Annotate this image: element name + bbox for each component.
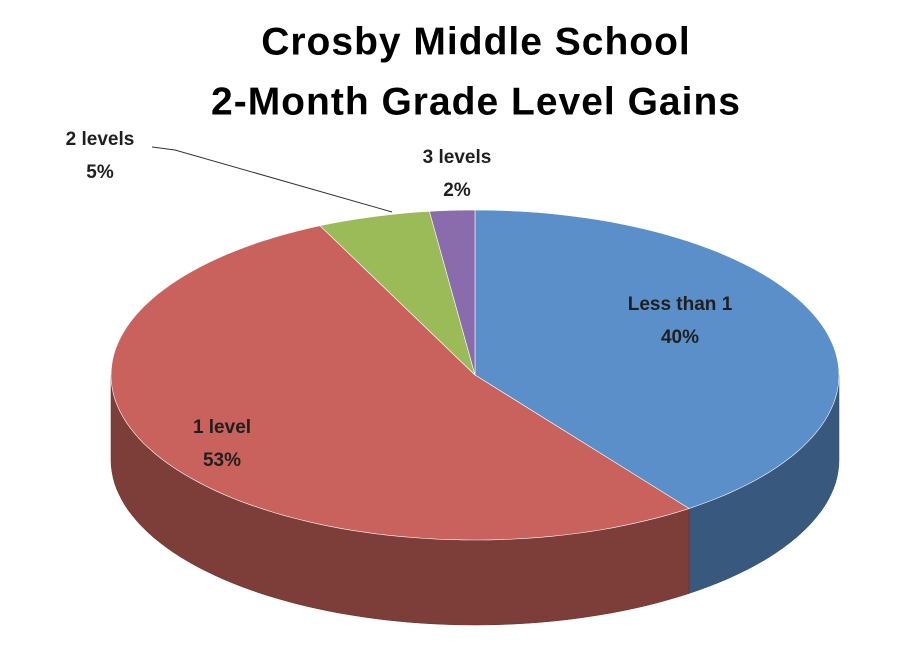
slice: [474, 209, 840, 509]
slice: [429, 209, 476, 376]
slice-value-label: 2%: [443, 180, 471, 201]
slice: [319, 210, 476, 376]
leader-line: [151, 146, 393, 213]
slice-label: 3 levels: [423, 147, 492, 168]
slice-label: 1 level: [193, 417, 251, 438]
slice-value-label: 5%: [86, 162, 114, 183]
slice-label: 2 levels: [66, 129, 135, 150]
slice-value-label: 40%: [661, 327, 699, 348]
slice: [110, 225, 690, 541]
slice-label: Less than 1: [628, 294, 733, 315]
slice-value-label: 53%: [203, 450, 241, 471]
chart-subtitle: 2-Month Grade Level Gains: [211, 80, 741, 123]
chart-title: Crosby Middle School: [261, 20, 691, 63]
